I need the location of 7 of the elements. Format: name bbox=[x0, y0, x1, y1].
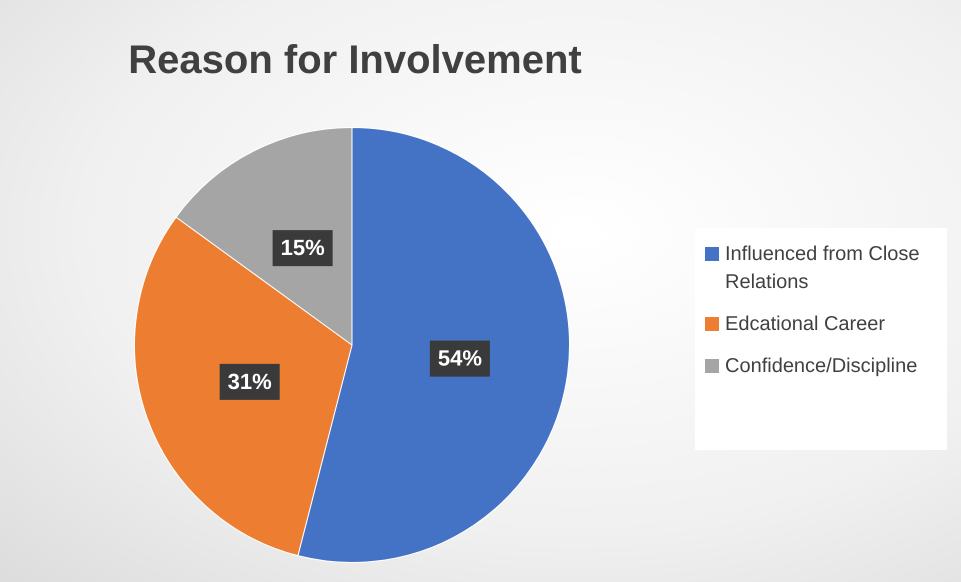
legend-label: Edcational Career bbox=[725, 312, 886, 337]
data-label: 15% bbox=[280, 235, 325, 260]
slice-label: Influenced from Close Relations bbox=[725, 242, 921, 295]
legend-label: Confidence/Discipline bbox=[725, 354, 918, 379]
data-label: 31% bbox=[228, 368, 272, 394]
data-label: 54% bbox=[438, 346, 482, 371]
chart-title: Reason for Involvement bbox=[127, 38, 583, 83]
